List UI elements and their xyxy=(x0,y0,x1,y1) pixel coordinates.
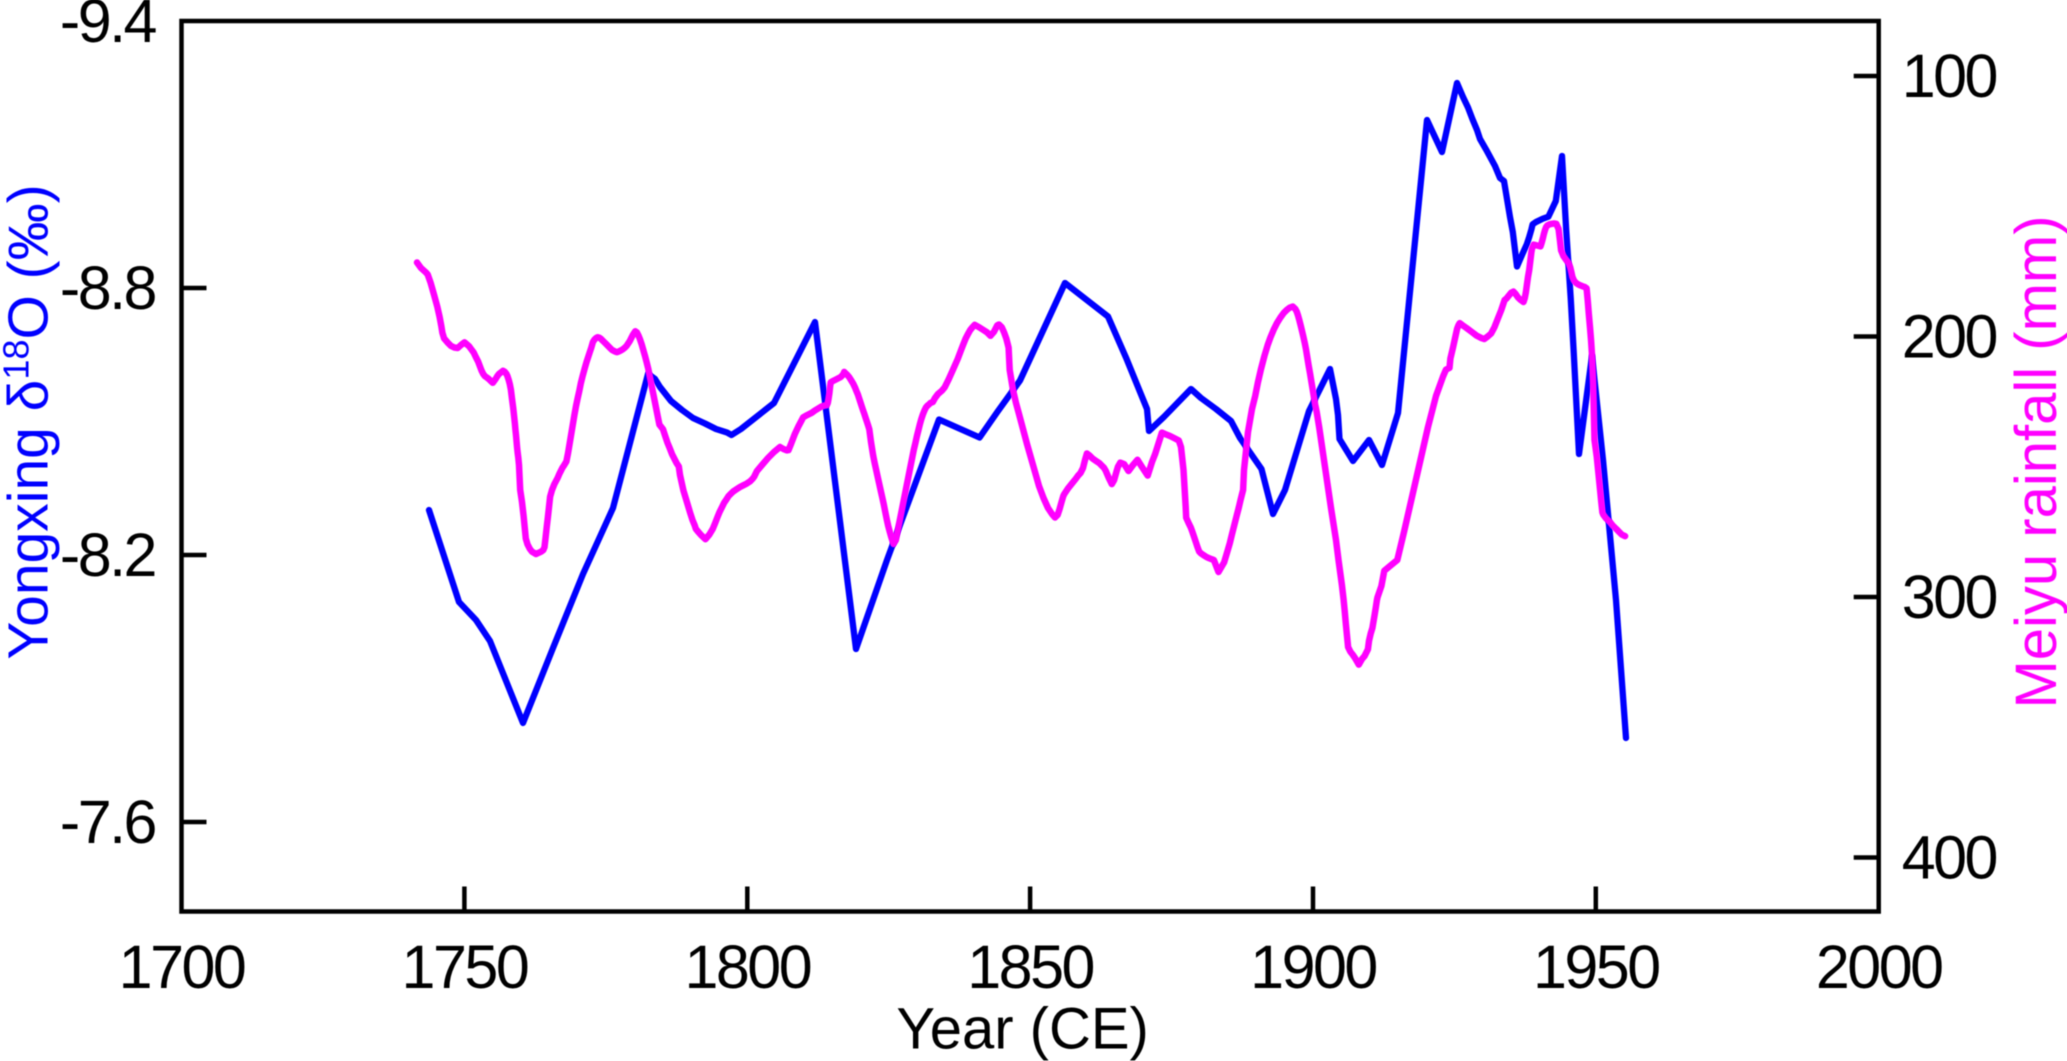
svg-text:-8.8: -8.8 xyxy=(60,254,156,322)
svg-text:1750: 1750 xyxy=(402,933,528,1001)
svg-text:-9.4: -9.4 xyxy=(60,0,157,55)
svg-text:2000: 2000 xyxy=(1816,933,1942,1001)
svg-text:1700: 1700 xyxy=(119,933,245,1001)
svg-text:1850: 1850 xyxy=(967,933,1093,1001)
svg-text:Meiyu rainfall (mm): Meiyu rainfall (mm) xyxy=(2004,215,2067,708)
svg-text:400: 400 xyxy=(1902,824,1997,892)
svg-text:Yongxing δ18O (‰): Yongxing δ18O (‰) xyxy=(0,184,61,659)
svg-text:1800: 1800 xyxy=(684,933,810,1001)
svg-text:1950: 1950 xyxy=(1533,933,1659,1001)
svg-text:-8.2: -8.2 xyxy=(60,521,155,589)
svg-text:100: 100 xyxy=(1902,42,1997,110)
svg-text:Year (CE): Year (CE) xyxy=(896,997,1149,1061)
svg-text:300: 300 xyxy=(1902,563,1997,631)
svg-text:-7.6: -7.6 xyxy=(60,788,156,856)
svg-text:1900: 1900 xyxy=(1250,933,1376,1001)
svg-text:200: 200 xyxy=(1902,303,1997,371)
